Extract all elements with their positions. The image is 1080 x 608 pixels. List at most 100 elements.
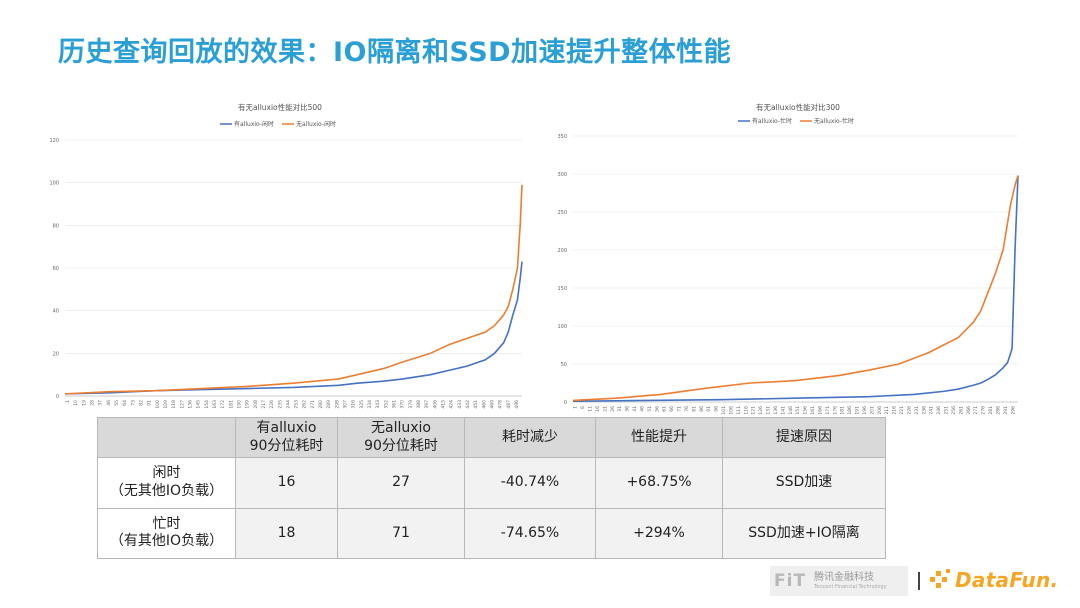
x-tick-label: 166 xyxy=(817,406,823,415)
x-tick-label: 370 xyxy=(400,400,406,409)
x-tick-label: 161 xyxy=(810,406,816,415)
header-cell-reason: 提速原因 xyxy=(722,417,886,458)
x-tick-label: 442 xyxy=(465,400,471,409)
x-tick-label: 21 xyxy=(602,406,608,412)
y-tick-label: 250 xyxy=(557,210,567,216)
x-tick-label: 244 xyxy=(285,400,291,409)
x-tick-label: 221 xyxy=(899,406,905,415)
series-line xyxy=(572,175,1019,402)
x-tick-label: 121 xyxy=(751,406,757,415)
x-tick-label: 325 xyxy=(359,400,365,409)
x-tick-label: 271 xyxy=(973,406,979,415)
y-tick-label: 100 xyxy=(557,324,567,330)
x-tick-label: 146 xyxy=(788,406,794,415)
x-tick-label: 343 xyxy=(375,400,381,409)
table-cell: SSD加速 xyxy=(722,457,886,509)
x-tick-label: 55 xyxy=(114,400,120,406)
x-tick-label: 251 xyxy=(944,406,950,415)
x-tick-label: 433 xyxy=(457,400,463,409)
x-tick-label: 131 xyxy=(766,406,772,415)
x-tick-label: 415 xyxy=(440,400,446,409)
x-tick-label: 51 xyxy=(647,406,653,412)
x-tick-label: 451 xyxy=(473,400,479,409)
x-tick-label: 246 xyxy=(936,406,942,415)
table-cell: 71 xyxy=(337,507,465,559)
x-tick-label: 206 xyxy=(877,406,883,415)
x-tick-label: 460 xyxy=(481,400,487,409)
x-tick-label: 171 xyxy=(825,406,831,415)
x-tick-label: 397 xyxy=(424,400,430,409)
x-tick-label: 176 xyxy=(832,406,838,415)
x-tick-label: 56 xyxy=(654,406,660,412)
series-line xyxy=(572,175,1019,403)
x-tick-label: 191 xyxy=(855,406,861,415)
legend-label: 无alluxio-忙时 xyxy=(814,117,854,125)
x-tick-label: 1 xyxy=(65,400,71,403)
datafun-dots-icon xyxy=(930,569,952,591)
x-tick-label: 316 xyxy=(351,400,357,409)
y-tick-label: 20 xyxy=(53,351,59,357)
x-tick-label: 201 xyxy=(869,406,875,415)
x-tick-label: 16 xyxy=(595,406,601,412)
x-tick-label: 36 xyxy=(625,406,631,412)
x-tick-label: 231 xyxy=(914,406,920,415)
legend-label: 无alluxio-闲时 xyxy=(296,120,336,128)
x-tick-label: 266 xyxy=(966,406,972,415)
x-tick-label: 276 xyxy=(981,406,987,415)
x-tick-label: 126 xyxy=(758,406,764,415)
y-tick-label: 40 xyxy=(53,309,59,315)
x-tick-label: 26 xyxy=(610,406,616,412)
x-tick-label: 226 xyxy=(269,400,275,409)
y-tick-label: 0 xyxy=(56,394,59,400)
x-tick-label: 46 xyxy=(106,400,112,406)
x-tick-label: 156 xyxy=(803,406,809,415)
x-tick-label: 262 xyxy=(302,400,308,409)
table-cell: SSD加速+IO隔离 xyxy=(722,507,886,559)
table-cell: 27 xyxy=(337,457,465,509)
x-tick-label: 241 xyxy=(929,406,935,415)
table-cell: -74.65% xyxy=(464,507,596,559)
series-line xyxy=(64,184,523,395)
footer-logos: FiT 腾讯金融科技 Tencent Financial Technology … xyxy=(770,566,1070,598)
x-tick-label: 82 xyxy=(139,400,145,406)
x-tick-label: 1 xyxy=(573,406,579,409)
x-tick-label: 280 xyxy=(318,400,324,409)
legend-label: 有alluxio-忙时 xyxy=(752,117,792,125)
table-row: 闲时 （无其他IO负载） 16 27 -40.74% +68.75% SSD加速 xyxy=(97,457,886,509)
x-tick-label: 11 xyxy=(588,406,594,412)
x-tick-label: 91 xyxy=(147,400,153,406)
x-tick-label: 141 xyxy=(780,406,786,415)
x-tick-label: 361 xyxy=(392,400,398,409)
x-tick-label: 211 xyxy=(884,406,890,415)
header-cell-time-reduction: 耗时减少 xyxy=(464,417,596,458)
x-tick-label: 253 xyxy=(294,400,300,409)
y-tick-label: 0 xyxy=(564,400,567,406)
x-tick-label: 91 xyxy=(706,406,712,412)
y-tick-label: 60 xyxy=(53,266,59,272)
x-tick-label: 216 xyxy=(892,406,898,415)
x-tick-label: 352 xyxy=(383,400,389,409)
table-header-row: 有alluxio 90分位耗时 无alluxio 90分位耗时 耗时减少 性能提… xyxy=(97,417,886,458)
datafun-logo: DataFun. xyxy=(930,568,1058,592)
chart-right: 有无alluxio性能对比300 有alluxio-忙时 无alluxio-忙时 0 5… xyxy=(548,96,1048,415)
chart-left-svg: 有无alluxio性能对比500 有alluxio-闲时 无alluxio-闲时 0 2… xyxy=(49,102,523,409)
x-tick-label: 190 xyxy=(236,400,242,409)
x-tick-label: 71 xyxy=(677,406,683,412)
series-line xyxy=(64,261,523,395)
x-tick-label: 379 xyxy=(408,400,414,409)
table-cell: +68.75% xyxy=(595,457,723,509)
x-tick-label: 100 xyxy=(155,400,161,409)
x-tick-label: 111 xyxy=(736,406,742,415)
x-tick-label: 298 xyxy=(334,400,340,409)
x-tick-label: 28 xyxy=(90,400,96,406)
x-tick-label: 118 xyxy=(171,400,177,409)
x-tick-label: 37 xyxy=(98,400,104,406)
x-tick-label: 96 xyxy=(714,406,720,412)
x-tick-label: 61 xyxy=(662,406,668,412)
x-tick-label: 101 xyxy=(721,406,727,415)
x-tick-label: 196 xyxy=(862,406,868,415)
y-tick-label: 300 xyxy=(557,172,567,178)
x-tick-label: 31 xyxy=(617,406,623,412)
x-tick-label: 136 xyxy=(187,400,193,409)
x-tick-label: 261 xyxy=(958,406,964,415)
